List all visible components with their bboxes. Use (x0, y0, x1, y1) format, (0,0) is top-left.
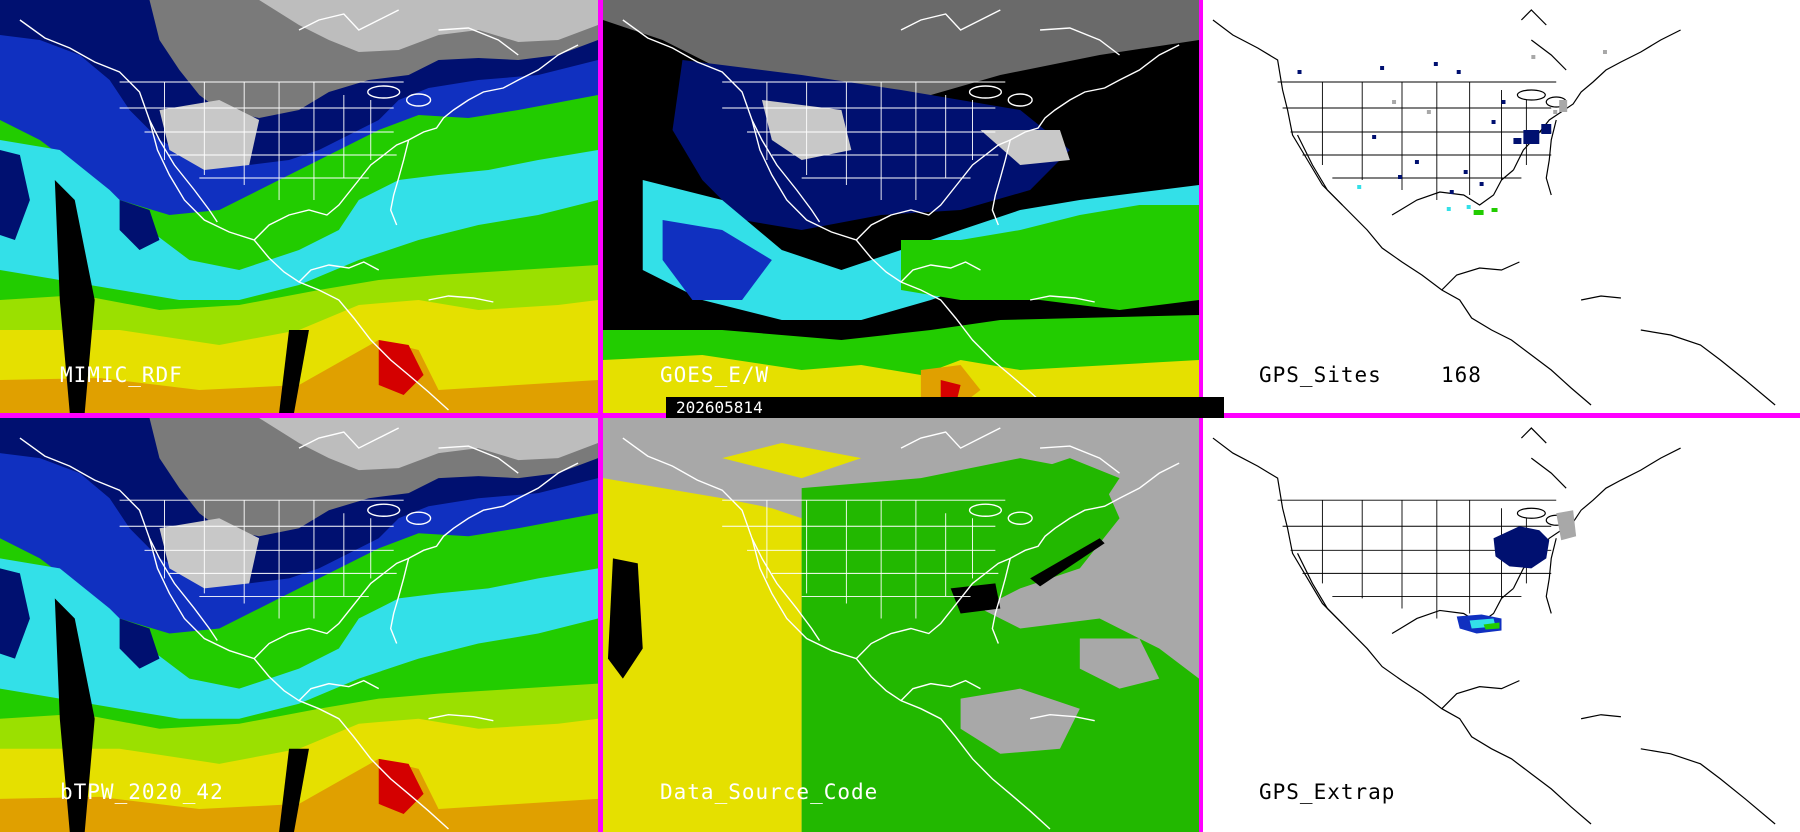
btpw-panel: bTPW_2020_42 (0, 418, 598, 832)
btpw-label: bTPW_2020_42 (60, 780, 224, 804)
goes-ew-panel: GOES_E/W (603, 0, 1199, 413)
data-source-code-map (603, 418, 1199, 832)
gps-extrap-panel: GPS_Extrap (1203, 418, 1800, 832)
data-source-code-label: Data_Source_Code (660, 780, 879, 804)
data-source-code-panel: Data_Source_Code (603, 418, 1199, 832)
gps-sites-panel: GPS_Sites 168 (1203, 0, 1800, 413)
timestamp-bar: 202605814 (666, 397, 1224, 418)
mimic-rdf-label: MIMIC_RDF (60, 363, 183, 387)
goes-ew-map (603, 0, 1199, 413)
gps-extrap-label: GPS_Extrap (1259, 780, 1396, 804)
mimic-rdf-map (0, 0, 598, 413)
btpw-map (0, 418, 598, 832)
gps-sites-map (1203, 0, 1800, 413)
gps-sites-count: 168 (1441, 363, 1482, 387)
gps-sites-label: GPS_Sites (1259, 363, 1382, 387)
gps-extrap-map (1203, 418, 1800, 832)
mimic-rdf-panel: MIMIC_RDF (0, 0, 598, 413)
goes-ew-label: GOES_E/W (660, 363, 770, 387)
